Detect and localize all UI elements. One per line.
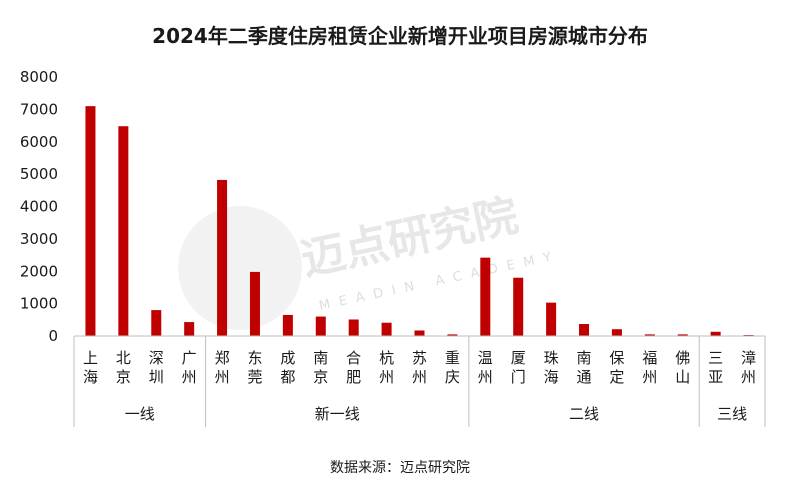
bar xyxy=(282,314,293,336)
watermark: 迈点研究院 MEADIN ACADEMY xyxy=(178,190,562,330)
category-label: 深圳 xyxy=(149,349,164,386)
category-label: 苏州 xyxy=(412,349,427,386)
category-label: 三亚 xyxy=(708,349,723,386)
bar xyxy=(381,322,392,336)
group-label: 二线 xyxy=(569,405,599,423)
bar xyxy=(611,329,622,336)
category-label: 保定 xyxy=(609,349,624,386)
chart-title: 2024年二季度住房租赁企业新增开业项目房源城市分布 xyxy=(152,24,648,48)
bar xyxy=(414,330,425,336)
group-label: 三线 xyxy=(717,405,747,423)
y-axis: 0 1000 2000 3000 4000 5000 6000 7000 8000 xyxy=(20,68,58,345)
y-tick-label: 2000 xyxy=(20,262,58,280)
group-label: 一线 xyxy=(125,405,155,423)
category-label: 重庆 xyxy=(445,349,460,386)
category-label: 合肥 xyxy=(346,349,361,386)
category-label: 福州 xyxy=(642,349,657,386)
category-label: 广州 xyxy=(182,349,197,386)
category-label: 郑州 xyxy=(215,349,230,386)
category-label: 东莞 xyxy=(247,349,262,386)
y-tick-label: 0 xyxy=(48,327,58,345)
bar xyxy=(118,126,129,337)
bar xyxy=(315,316,326,336)
category-label: 佛山 xyxy=(675,349,690,386)
y-tick-label: 4000 xyxy=(20,198,58,216)
group-label: 新一线 xyxy=(315,405,360,423)
bar xyxy=(85,106,96,336)
category-label: 上海 xyxy=(83,349,98,386)
category-label: 成都 xyxy=(280,349,295,386)
watermark-logo-icon xyxy=(178,206,302,330)
category-label: 南京 xyxy=(313,349,328,386)
bar xyxy=(513,277,524,336)
y-tick-label: 8000 xyxy=(20,68,58,86)
category-label: 北京 xyxy=(116,349,131,386)
bar xyxy=(249,271,260,336)
bar xyxy=(447,334,458,336)
category-label: 温州 xyxy=(478,349,493,386)
y-tick-label: 6000 xyxy=(20,133,58,151)
category-label: 杭州 xyxy=(379,349,394,386)
x-axis: 上海北京深圳广州郑州东莞成都南京合肥杭州苏州重庆温州厦门珠海南通保定福州佛山三亚… xyxy=(73,335,766,427)
source-note: 数据来源：迈点研究院 xyxy=(330,460,470,476)
bar xyxy=(546,302,557,336)
bar xyxy=(710,331,721,336)
bar xyxy=(348,319,359,336)
category-label: 漳州 xyxy=(741,349,756,386)
bars xyxy=(85,106,754,337)
y-tick-label: 1000 xyxy=(20,295,58,313)
bar xyxy=(579,324,590,336)
bar xyxy=(480,257,491,336)
bar xyxy=(184,322,195,336)
bar xyxy=(217,179,228,336)
y-tick-label: 5000 xyxy=(20,165,58,183)
bar xyxy=(151,310,162,336)
bar xyxy=(644,334,655,336)
category-label: 南通 xyxy=(577,349,592,386)
y-tick-label: 7000 xyxy=(20,100,58,118)
y-tick-label: 3000 xyxy=(20,230,58,248)
bar xyxy=(677,334,688,336)
category-label: 厦门 xyxy=(511,349,526,386)
category-label: 珠海 xyxy=(544,349,559,386)
